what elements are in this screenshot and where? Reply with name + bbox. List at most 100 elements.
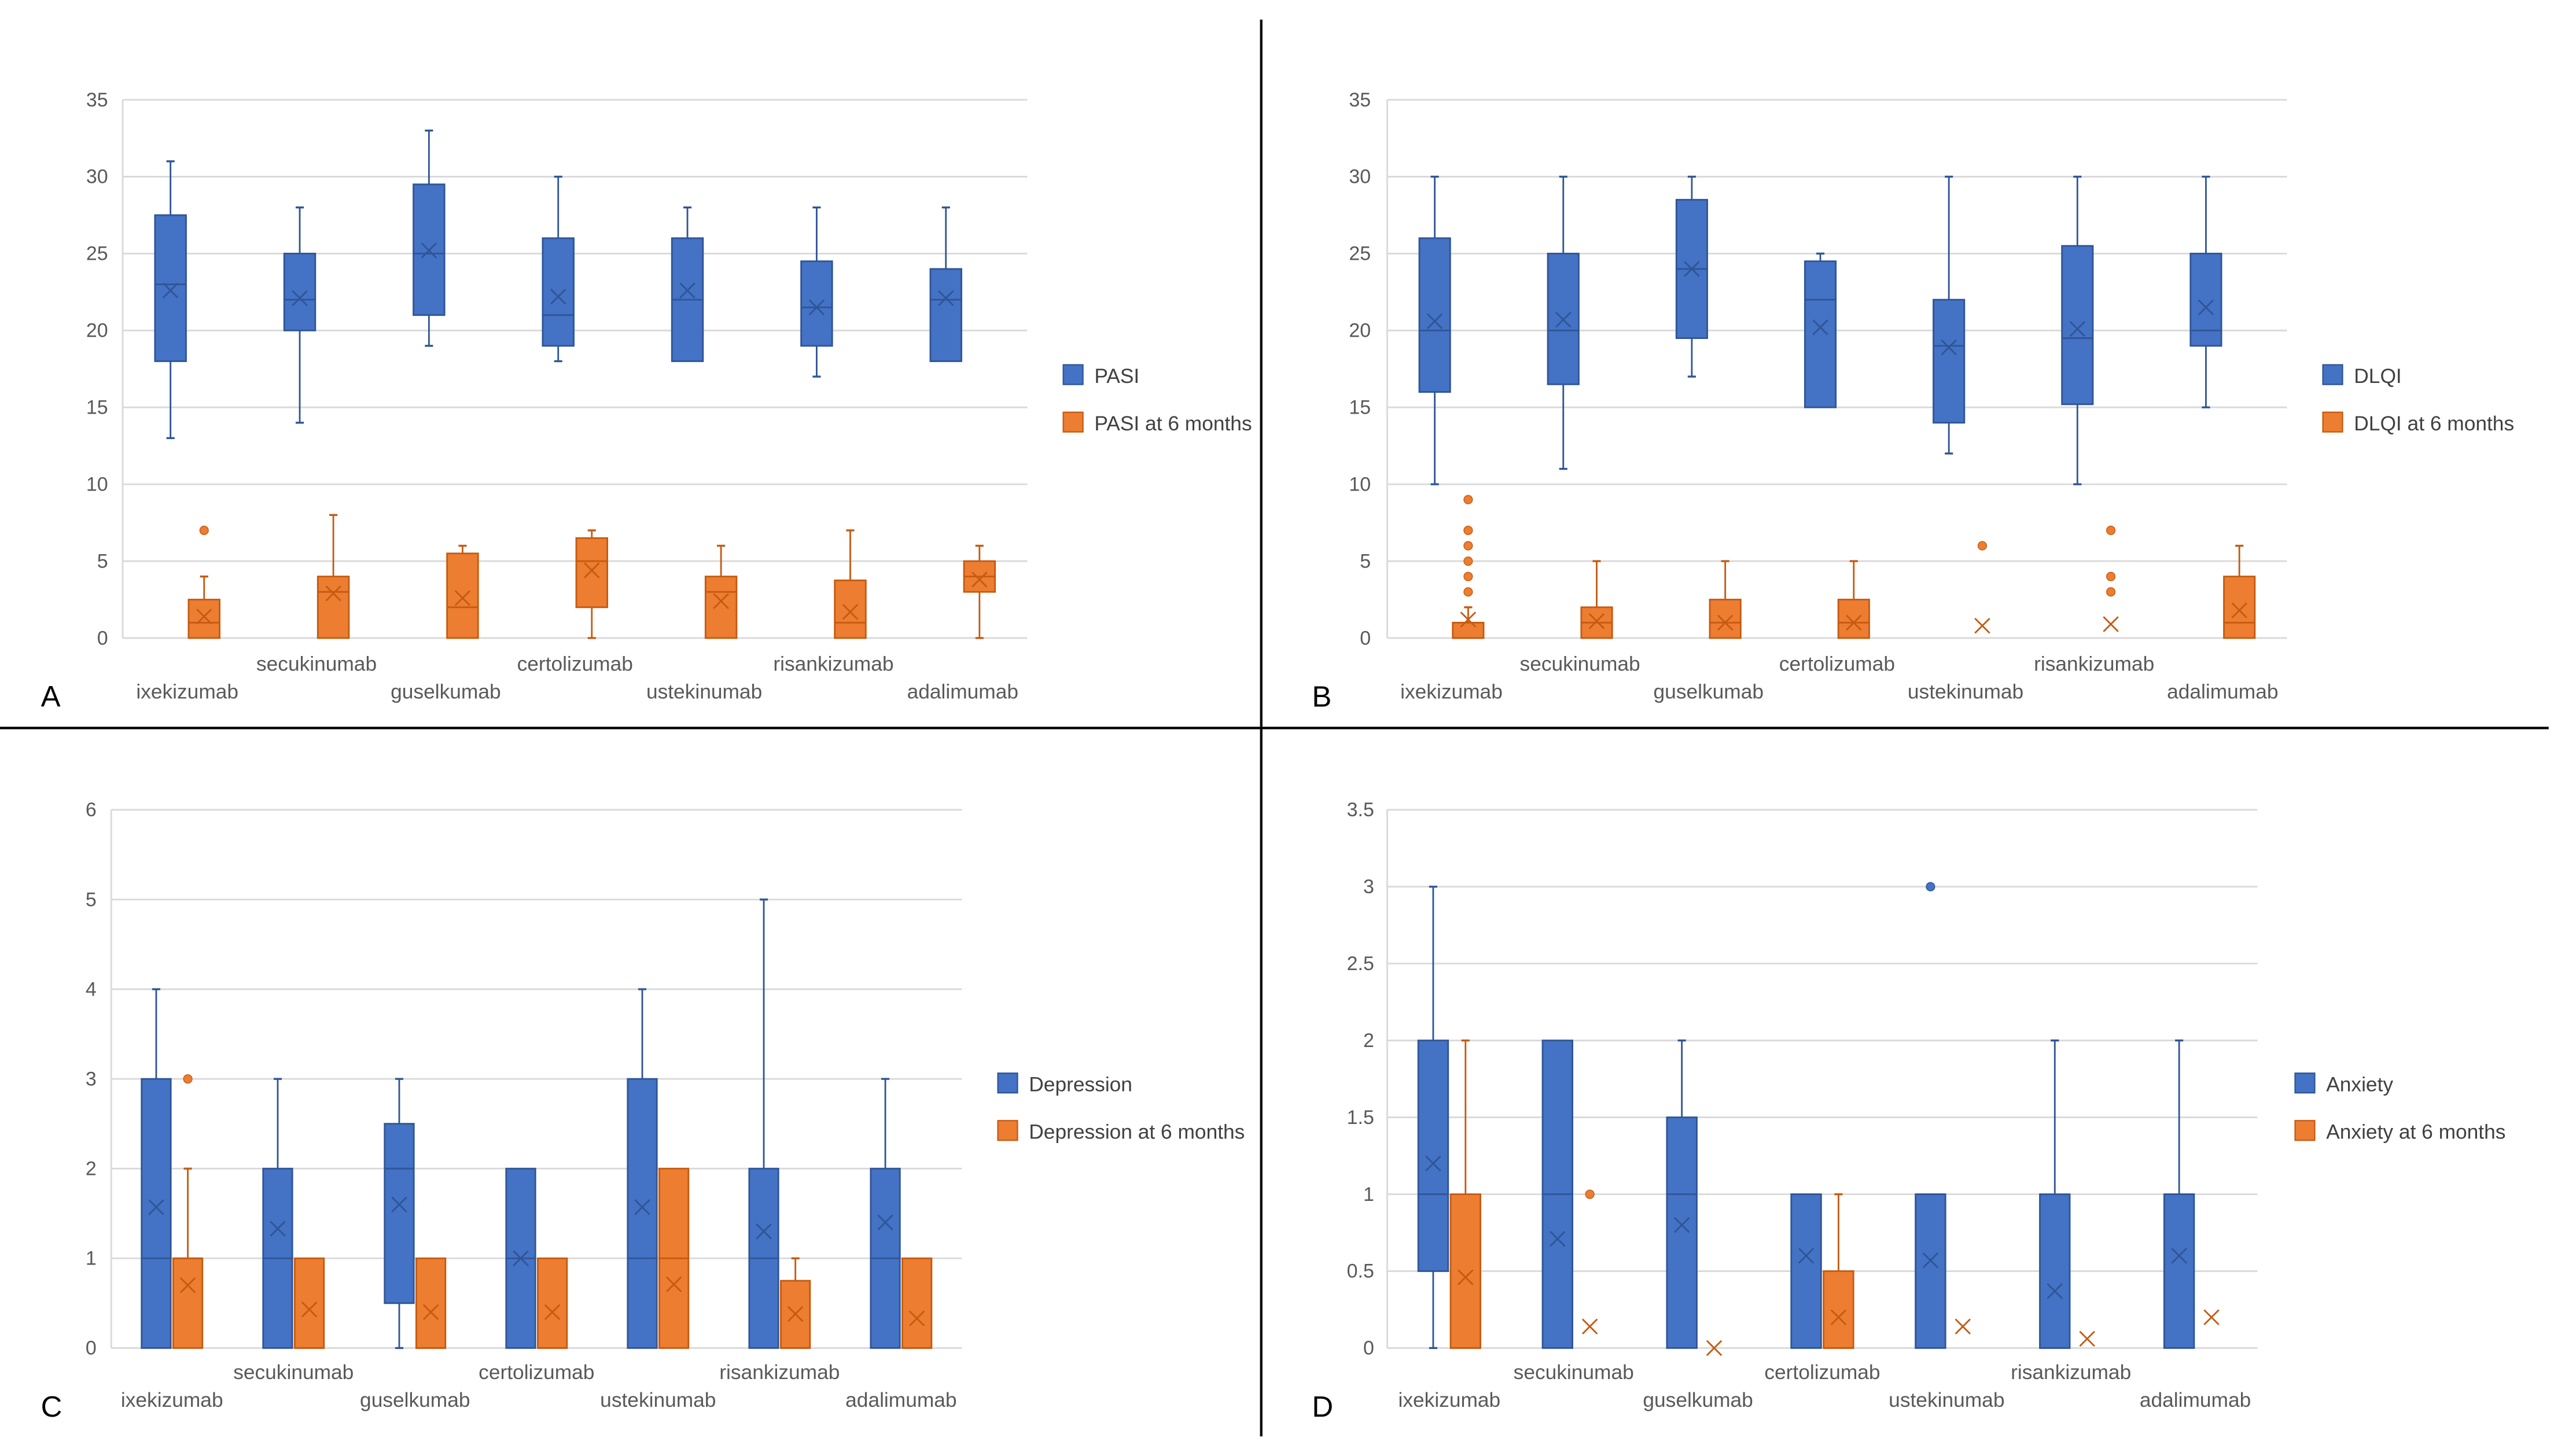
legend-swatch-blue bbox=[1062, 364, 1084, 385]
box-iqr bbox=[1452, 621, 1485, 639]
y-tick-label: 4 bbox=[86, 978, 97, 1000]
category-label: ixekizumab bbox=[121, 1389, 223, 1411]
mean-marker bbox=[1812, 319, 1828, 336]
box-iqr bbox=[542, 237, 575, 347]
legend-label: Depression bbox=[1029, 1073, 1132, 1096]
y-tick-label: 5 bbox=[1360, 550, 1371, 572]
panel-letter: B bbox=[1312, 680, 1331, 713]
panel-letter: D bbox=[1312, 1390, 1333, 1423]
mean-marker bbox=[179, 1277, 196, 1293]
category-label: ustekinumab bbox=[600, 1389, 716, 1411]
box-iqr bbox=[627, 1078, 658, 1349]
mean-marker bbox=[971, 572, 988, 588]
box-orange bbox=[187, 525, 220, 639]
mean-marker bbox=[1830, 1309, 1847, 1325]
box-blue bbox=[929, 206, 962, 362]
chart-panel-b: 0 5 10 15 20 25 30 35 ixekizumab secukinumab gusel… bbox=[1312, 89, 2514, 713]
y-tick-label: 1 bbox=[1363, 1184, 1374, 1206]
category-label: ustekinumab bbox=[1908, 681, 2023, 703]
box-iqr bbox=[415, 1257, 447, 1349]
box-iqr bbox=[317, 576, 350, 639]
category-label: secukinumab bbox=[1514, 1361, 1634, 1384]
y-tick-label: 3 bbox=[86, 1068, 97, 1090]
y-tick-label: 25 bbox=[86, 243, 108, 265]
legend-label: Anxiety at 6 months bbox=[2326, 1120, 2505, 1143]
outlier-point bbox=[183, 1074, 193, 1084]
box-iqr bbox=[1804, 260, 1837, 408]
box-iqr bbox=[2189, 252, 2222, 347]
category-label: certolizumab bbox=[1779, 653, 1895, 676]
mean-marker bbox=[2171, 1248, 2187, 1264]
box-iqr bbox=[2039, 1193, 2071, 1349]
y-tick-label: 6 bbox=[86, 799, 97, 821]
box-iqr bbox=[446, 552, 479, 639]
box-iqr bbox=[704, 576, 738, 639]
mean-marker bbox=[756, 1223, 772, 1240]
mean-marker bbox=[938, 290, 954, 307]
mean-marker bbox=[550, 289, 566, 305]
box-blue bbox=[262, 1078, 293, 1349]
y-tick-label: 0 bbox=[1360, 627, 1371, 649]
box-orange bbox=[1706, 1340, 1723, 1357]
box-iqr bbox=[154, 214, 187, 362]
box-orange bbox=[1955, 1318, 1971, 1335]
box-blue bbox=[671, 206, 704, 362]
box-iqr bbox=[172, 1257, 204, 1349]
category-label: adalimumab bbox=[907, 681, 1018, 703]
box-blue bbox=[1541, 1040, 1574, 1349]
box-blue bbox=[1675, 175, 1708, 378]
box-blue bbox=[627, 988, 658, 1349]
mean-marker bbox=[1425, 1155, 1441, 1172]
outlier-point bbox=[199, 525, 209, 535]
mean-marker bbox=[877, 1214, 893, 1230]
outlier-point bbox=[1585, 1189, 1595, 1199]
box-blue bbox=[800, 206, 833, 378]
outlier-point bbox=[1463, 495, 1473, 504]
legend-label: Anxiety bbox=[2326, 1073, 2393, 1096]
box-orange bbox=[1709, 560, 1742, 639]
mean-marker bbox=[1798, 1248, 1815, 1264]
category-label: guselkumab bbox=[1643, 1389, 1753, 1411]
box-blue bbox=[1790, 1193, 1822, 1349]
box-orange bbox=[536, 1257, 568, 1349]
box-blue bbox=[1804, 252, 1837, 408]
box-orange bbox=[1823, 1193, 1854, 1349]
outlier-point bbox=[2106, 525, 2116, 535]
mean-marker bbox=[679, 282, 695, 298]
y-tick-label: 35 bbox=[1349, 89, 1371, 111]
mean-marker bbox=[1717, 614, 1734, 631]
mean-marker bbox=[2231, 602, 2247, 618]
box-iqr bbox=[2061, 245, 2094, 406]
box-iqr bbox=[800, 260, 833, 347]
y-tick-label: 20 bbox=[86, 320, 108, 342]
box-blue bbox=[2189, 175, 2222, 408]
mean-marker bbox=[292, 290, 308, 307]
chart-panel-d: 0 0.5 1 1.5 2 2.5 3 3.5 ixekizumab secukinumab gus… bbox=[1312, 799, 2505, 1423]
box-orange bbox=[1581, 1189, 1598, 1335]
mean-marker bbox=[1922, 1252, 1939, 1269]
category-label: risankizumab bbox=[2011, 1361, 2131, 1384]
box-orange bbox=[834, 529, 867, 639]
mean-marker bbox=[584, 562, 600, 578]
mean-marker bbox=[842, 604, 859, 620]
panel-letter: A bbox=[41, 680, 61, 713]
category-label: guselkumab bbox=[1654, 681, 1764, 703]
mean-marker bbox=[808, 299, 825, 316]
box-blue bbox=[1417, 886, 1449, 1350]
category-label: guselkumab bbox=[360, 1389, 470, 1411]
mean-marker bbox=[544, 1304, 561, 1321]
y-tick-label: 0.5 bbox=[1347, 1260, 1374, 1282]
mean-marker bbox=[2198, 299, 2214, 316]
mean-marker bbox=[1458, 1269, 1474, 1285]
box-blue bbox=[384, 1078, 415, 1350]
box-iqr bbox=[2163, 1193, 2195, 1349]
box-iqr bbox=[1417, 1040, 1449, 1272]
box-blue bbox=[542, 175, 575, 363]
y-tick-label: 35 bbox=[86, 89, 108, 111]
box-iqr bbox=[1915, 1193, 1946, 1349]
box-blue bbox=[1666, 1039, 1698, 1349]
mean-marker bbox=[148, 1199, 164, 1215]
mean-marker bbox=[713, 593, 729, 609]
mean-marker bbox=[1673, 1217, 1690, 1233]
category-label: ixekizumab bbox=[1399, 1389, 1501, 1411]
